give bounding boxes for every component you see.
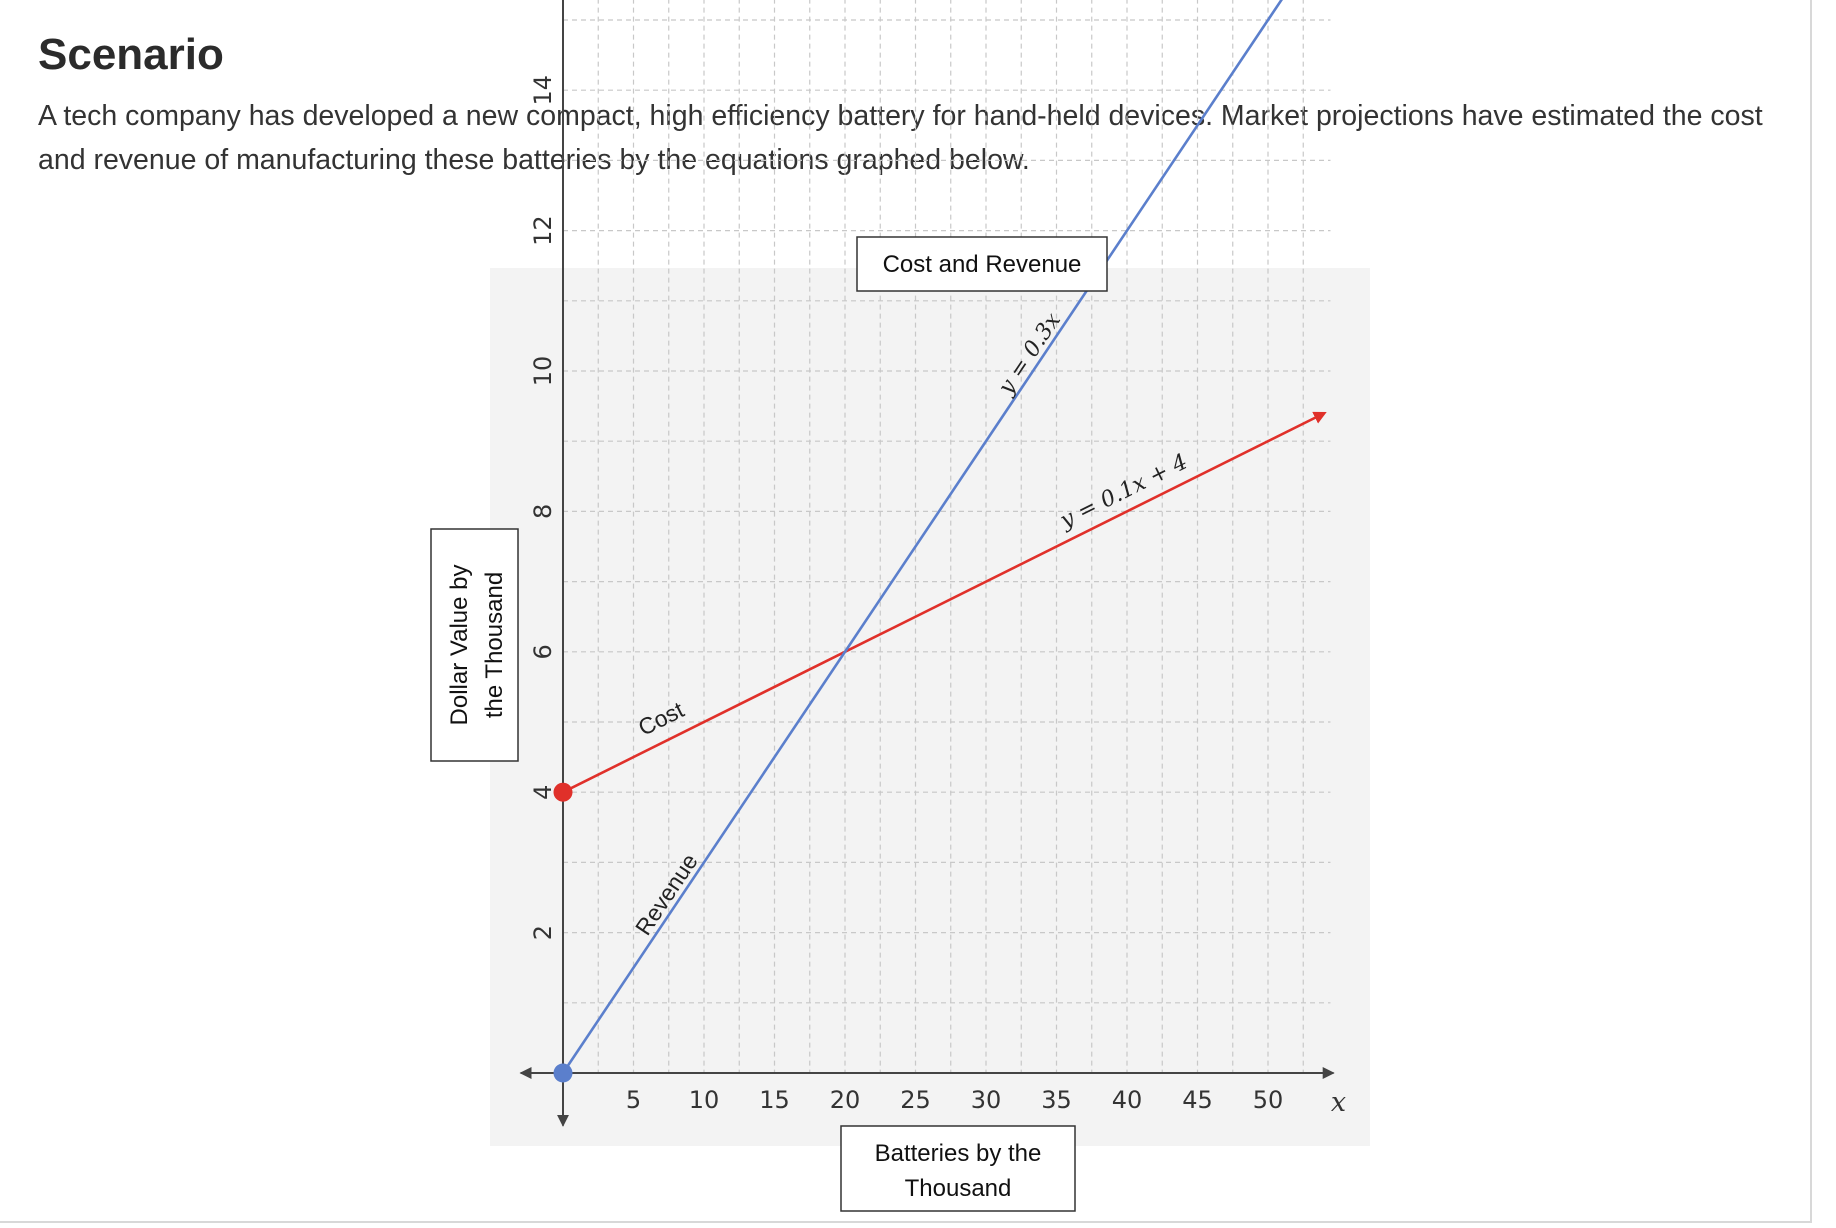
x-tick-label: 50 (1253, 1086, 1284, 1114)
plot-background (490, 268, 1370, 1146)
cost-line (562, 411, 1327, 794)
x-axis-title-line: Thousand (905, 1175, 1012, 1202)
x-axis-title-line: Batteries by the (875, 1140, 1042, 1167)
grid (563, 0, 1331, 1073)
x-tick-label: 30 (971, 1086, 1002, 1114)
scenario-description: A tech company has developed a new compa… (38, 100, 1763, 176)
revenue-start-point (553, 1063, 573, 1083)
y-tick-label: 10 (529, 356, 557, 387)
revenue-line (561, 0, 1283, 1074)
y-tick-label: 2 (529, 925, 557, 940)
tick-labels: 51015202530354045502468101214161820 (529, 75, 1284, 1114)
x-tick-label: 15 (759, 1086, 790, 1114)
x-axis-title: Batteries by the Thousand (840, 1125, 1076, 1212)
x-tick-label: 20 (830, 1086, 861, 1114)
y-axis-title-line: Dollar Value by (446, 565, 473, 726)
x-tick-label: 35 (1041, 1086, 1072, 1114)
x-tick-label: 40 (1112, 1086, 1143, 1114)
y-axis-title-box (430, 528, 519, 762)
scenario-title: Scenario (38, 30, 224, 79)
x-tick-label: 45 (1182, 1086, 1213, 1114)
y-tick-label: 12 (529, 215, 557, 246)
chart-title: Cost and Revenue (856, 236, 1108, 292)
y-axis-title-line: the Thousand (481, 572, 508, 718)
cost-start-point (553, 782, 573, 802)
x-tick-label: 5 (626, 1086, 641, 1114)
x-variable-label: x (1331, 1087, 1346, 1118)
y-tick-label: 4 (529, 785, 557, 800)
series-lines (553, 0, 1327, 1083)
axes (519, 0, 1335, 1127)
y-tick-label: 14 (529, 75, 557, 106)
chart-title-box (856, 236, 1108, 292)
x-tick-label: 25 (900, 1086, 931, 1114)
y-axis-title: Dollar Value by the Thousand (430, 528, 519, 762)
x-tick-label: 10 (689, 1086, 720, 1114)
y-tick-label: 6 (529, 644, 557, 659)
x-axis-title-box (840, 1125, 1076, 1212)
y-tick-label: 8 (529, 504, 557, 519)
chart-title-text: Cost and Revenue (883, 251, 1082, 278)
